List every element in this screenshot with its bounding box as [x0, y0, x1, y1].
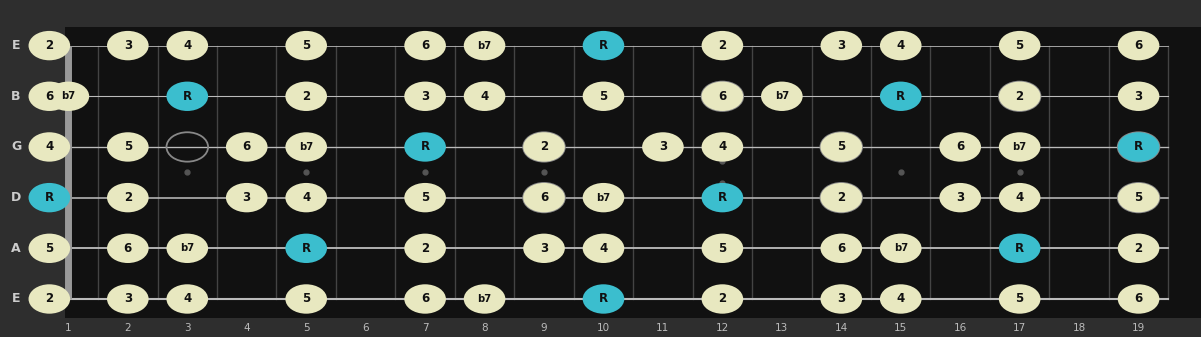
Ellipse shape	[464, 82, 506, 111]
Text: b7: b7	[299, 142, 313, 152]
Text: 6: 6	[422, 293, 429, 306]
Ellipse shape	[1118, 284, 1159, 314]
Ellipse shape	[820, 234, 862, 263]
Text: A: A	[11, 242, 20, 255]
Ellipse shape	[820, 31, 862, 60]
Text: 3: 3	[1135, 90, 1142, 103]
Ellipse shape	[999, 31, 1040, 60]
Text: 6: 6	[363, 324, 369, 333]
Text: 13: 13	[775, 324, 789, 333]
Text: 5: 5	[718, 242, 727, 255]
Text: R: R	[599, 293, 608, 306]
Text: 7: 7	[422, 324, 429, 333]
Text: b7: b7	[597, 193, 610, 203]
Text: D: D	[11, 191, 22, 204]
Ellipse shape	[1118, 183, 1159, 212]
Text: 3: 3	[540, 242, 548, 255]
Text: G: G	[11, 141, 22, 153]
Text: 6: 6	[46, 90, 54, 103]
Text: 6: 6	[422, 39, 429, 52]
Text: 2: 2	[422, 242, 429, 255]
Text: 3: 3	[184, 324, 191, 333]
Text: 2: 2	[46, 293, 53, 306]
Text: 11: 11	[656, 324, 669, 333]
Ellipse shape	[464, 284, 506, 314]
Text: R: R	[420, 141, 430, 153]
Ellipse shape	[939, 183, 981, 212]
Ellipse shape	[701, 183, 743, 212]
Text: 2: 2	[46, 39, 53, 52]
Ellipse shape	[880, 234, 921, 263]
Text: 18: 18	[1072, 324, 1086, 333]
Ellipse shape	[761, 82, 802, 111]
Text: E: E	[12, 293, 20, 306]
Ellipse shape	[880, 82, 921, 111]
Text: 16: 16	[954, 324, 967, 333]
Text: 4: 4	[184, 293, 191, 306]
Text: B: B	[11, 90, 20, 103]
Ellipse shape	[880, 284, 921, 314]
Ellipse shape	[524, 183, 564, 212]
Text: 8: 8	[482, 324, 488, 333]
Ellipse shape	[29, 183, 70, 212]
Ellipse shape	[1118, 82, 1159, 111]
Text: b7: b7	[478, 41, 491, 51]
Text: 19: 19	[1133, 324, 1146, 333]
Text: 3: 3	[243, 191, 251, 204]
Ellipse shape	[29, 234, 70, 263]
Ellipse shape	[1118, 234, 1159, 263]
Text: 14: 14	[835, 324, 848, 333]
Text: 4: 4	[897, 293, 904, 306]
Text: 6: 6	[243, 141, 251, 153]
Ellipse shape	[701, 284, 743, 314]
Ellipse shape	[464, 31, 506, 60]
Text: 2: 2	[837, 191, 846, 204]
Text: b7: b7	[180, 243, 195, 253]
Text: 2: 2	[1135, 242, 1142, 255]
Text: 2: 2	[125, 324, 131, 333]
Text: R: R	[896, 90, 906, 103]
Ellipse shape	[701, 82, 743, 111]
Text: 6: 6	[540, 191, 548, 204]
Text: R: R	[599, 39, 608, 52]
Text: 6: 6	[124, 242, 132, 255]
Ellipse shape	[880, 31, 921, 60]
Ellipse shape	[405, 234, 446, 263]
Ellipse shape	[582, 284, 625, 314]
Text: b7: b7	[775, 91, 789, 101]
Text: R: R	[1134, 141, 1143, 153]
Ellipse shape	[405, 284, 446, 314]
Text: 2: 2	[718, 39, 727, 52]
Ellipse shape	[1118, 31, 1159, 60]
Ellipse shape	[820, 183, 862, 212]
Text: 4: 4	[480, 90, 489, 103]
Text: 15: 15	[894, 324, 908, 333]
Ellipse shape	[167, 234, 208, 263]
Text: 10: 10	[597, 324, 610, 333]
Ellipse shape	[999, 132, 1040, 162]
Ellipse shape	[167, 82, 208, 111]
Ellipse shape	[405, 132, 446, 162]
Text: R: R	[44, 191, 54, 204]
Ellipse shape	[405, 183, 446, 212]
Text: 4: 4	[303, 191, 310, 204]
Ellipse shape	[582, 183, 625, 212]
Text: 5: 5	[422, 191, 429, 204]
Ellipse shape	[29, 31, 70, 60]
Ellipse shape	[405, 31, 446, 60]
Ellipse shape	[29, 82, 70, 111]
Ellipse shape	[582, 234, 625, 263]
Ellipse shape	[286, 31, 327, 60]
Text: 5: 5	[124, 141, 132, 153]
Text: 17: 17	[1012, 324, 1027, 333]
Ellipse shape	[167, 284, 208, 314]
Ellipse shape	[226, 132, 268, 162]
Text: 4: 4	[718, 141, 727, 153]
Text: 3: 3	[124, 39, 132, 52]
Text: 6: 6	[837, 242, 846, 255]
Ellipse shape	[107, 284, 149, 314]
Text: 5: 5	[1016, 39, 1023, 52]
Text: 4: 4	[244, 324, 250, 333]
Ellipse shape	[524, 234, 564, 263]
